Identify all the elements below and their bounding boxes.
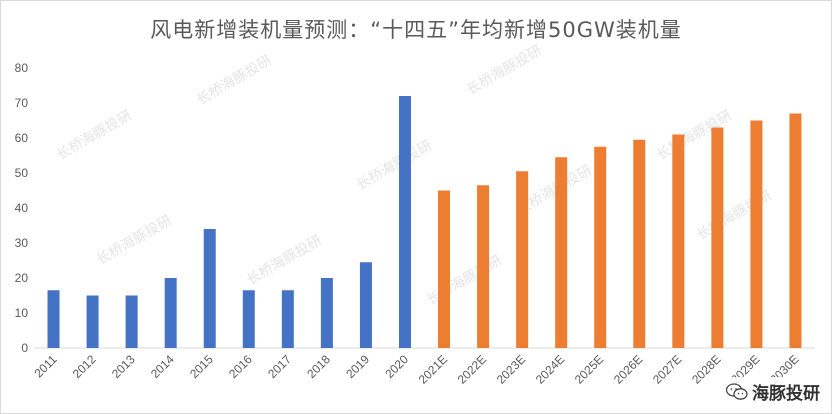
- x-tick-label: 2017: [265, 352, 294, 381]
- x-tick-label: 2018: [304, 352, 333, 381]
- chart-title: 风电新增装机量预测：“十四五”年均新增50GW装机量: [150, 18, 682, 42]
- bar-2019: [359, 262, 372, 348]
- x-tick-label: 2026E: [611, 352, 645, 386]
- watermark-text: 长桥海豚投研: [424, 253, 505, 309]
- y-tick-label: 70: [15, 96, 29, 110]
- brand-logo: 海豚投研: [722, 377, 824, 406]
- x-tick-label: 2016: [226, 352, 255, 381]
- watermark-text: 长桥海豚投研: [354, 138, 435, 194]
- watermark-text: 长桥海豚投研: [464, 43, 545, 99]
- bar-2027E: [672, 134, 685, 348]
- bars: [47, 96, 802, 348]
- bar-2011: [47, 290, 60, 348]
- x-tick-label: 2015: [187, 352, 216, 381]
- x-tick-label: 2020: [382, 352, 411, 381]
- x-tick-label: 2013: [109, 352, 138, 381]
- watermark-text: 长桥海豚投研: [244, 233, 325, 289]
- bar-2013: [125, 295, 138, 348]
- x-tick-label: 2023E: [494, 352, 528, 386]
- y-tick-label: 40: [15, 201, 29, 215]
- x-tick-label: 2024E: [533, 352, 567, 386]
- watermark-text: 长桥海豚投研: [194, 53, 275, 109]
- bar-2028E: [711, 127, 724, 348]
- bar-2022E: [477, 185, 490, 348]
- y-tick-label: 50: [15, 166, 29, 180]
- y-tick-label: 80: [15, 61, 29, 75]
- bar-2026E: [633, 139, 646, 348]
- bar-2012: [86, 295, 99, 348]
- y-axis: 0 10 20 30 40 50 60 70 80: [15, 61, 29, 355]
- x-tick-label: 2011: [31, 352, 59, 380]
- x-tick-label: 2021E: [416, 352, 450, 386]
- bar-2016: [242, 290, 255, 348]
- bar-2017: [281, 290, 294, 348]
- y-tick-label: 0: [21, 341, 28, 355]
- x-tick-label: 2027E: [650, 352, 684, 386]
- y-tick-label: 30: [15, 236, 29, 250]
- watermark-text: 长桥海豚投研: [54, 108, 135, 164]
- bar-2023E: [516, 171, 529, 348]
- bar-2029E: [750, 120, 763, 348]
- bar-2024E: [555, 157, 568, 348]
- x-axis-labels: 2011 2012 2013 2014 2015 2016 2017 2018 2019 2020…: [31, 352, 801, 387]
- bar-2014: [164, 278, 177, 348]
- bar-2020: [398, 96, 411, 348]
- bar-2015: [203, 229, 216, 348]
- wechat-icon: [726, 382, 748, 400]
- y-tick-label: 10: [15, 306, 29, 320]
- bar-2030E: [789, 113, 802, 348]
- logo-text: 海豚投研: [752, 384, 820, 404]
- x-tick-label: 2025E: [572, 352, 606, 386]
- bar-2018: [320, 278, 333, 348]
- x-tick-label: 2028E: [689, 352, 723, 386]
- x-tick-label: 2012: [70, 352, 99, 381]
- bar-2025E: [594, 146, 607, 348]
- x-tick-label: 2022E: [455, 352, 489, 386]
- x-tick-label: 2014: [148, 352, 177, 381]
- y-tick-label: 20: [15, 271, 29, 285]
- watermark-text: 长桥海豚投研: [694, 188, 775, 244]
- y-tick-label: 60: [15, 131, 29, 145]
- bar-2021E: [438, 190, 451, 348]
- x-tick-label: 2019: [343, 352, 372, 381]
- watermark-text: 长桥海豚投研: [94, 213, 175, 269]
